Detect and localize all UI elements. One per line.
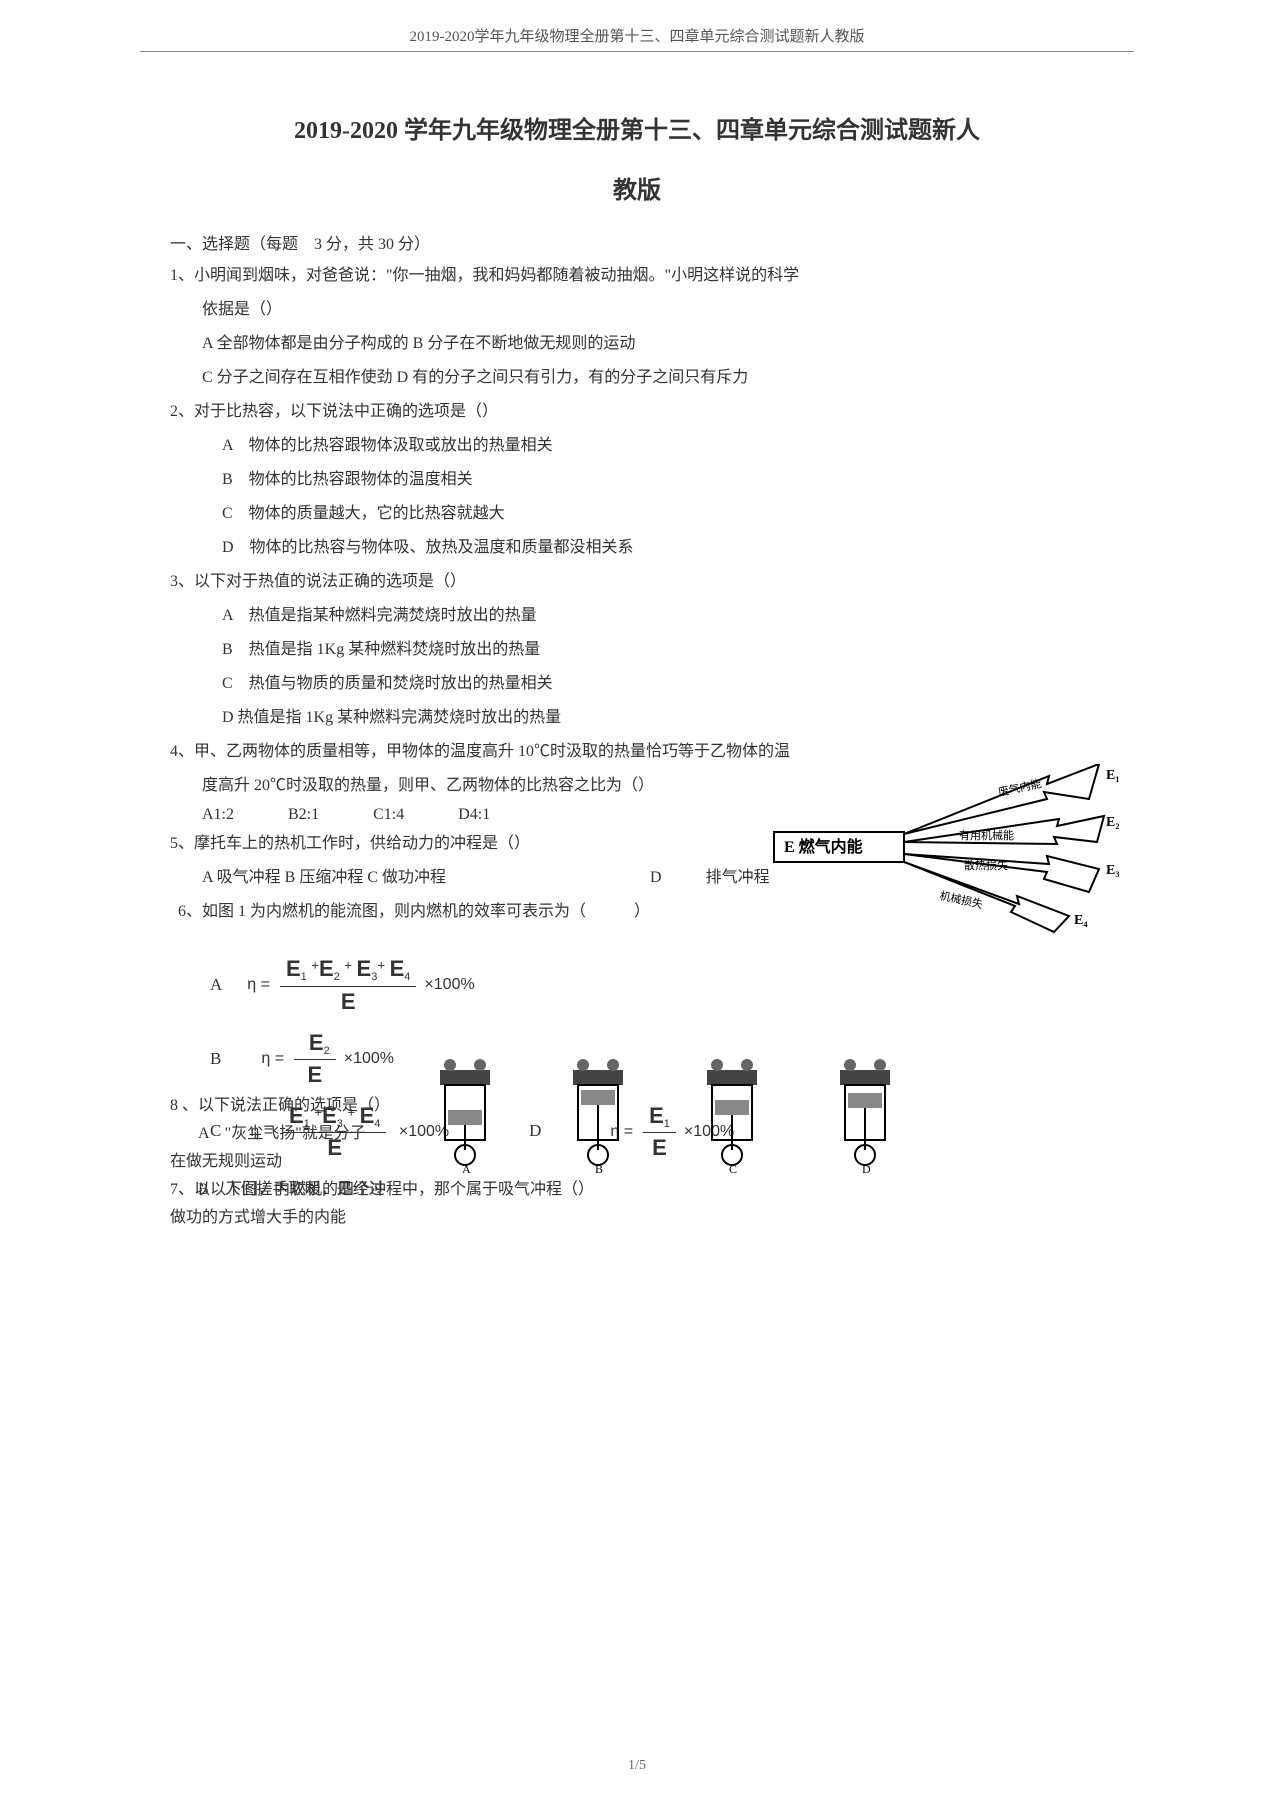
- q3-a: A 热值是指某种燃料完满焚烧时放出的热量: [222, 602, 1104, 630]
- q2-c: C 物体的质量越大，它的比热容就越大: [222, 500, 1104, 528]
- q5-a: A 吸气冲程 B 压缩冲程 C 做功冲程: [202, 869, 446, 886]
- q1-stem: 1、小明闻到烟味，对爸爸说："你一抽烟，我和妈妈都随着被动抽烟。"小明这样说的科…: [170, 262, 1104, 290]
- q8-b1: B 人们搓手取暖，是经过: [198, 1176, 420, 1204]
- q8-a1: A "灰尘飞扬"就是分子: [198, 1120, 420, 1148]
- doc-title-1: 2019-2020 学年九年级物理全册第十三、四章单元综合测试题新人: [170, 112, 1104, 150]
- q4-stem: 4、甲、乙两物体的质量相等，甲物体的温度高升 10℃时汲取的热量恰巧等于乙物体的…: [170, 738, 1104, 766]
- svg-text:B: B: [595, 1162, 603, 1175]
- q1-a: A 全部物体都是由分子构成的 B 分子在不断地做无规则的运动: [202, 330, 1104, 358]
- page-header: 2019-2020学年九年级物理全册第十三、四章单元综合测试题新人教版: [0, 0, 1274, 51]
- svg-text:E₂: E₂: [1106, 815, 1119, 830]
- q8-block: 8 、以下说法正确的选项是（） A "灰尘飞扬"就是分子 在做无规则运动 B 人…: [170, 1092, 420, 1232]
- svg-text:E₁: E₁: [1106, 768, 1119, 783]
- engine-diagrams: A B C D: [415, 1055, 915, 1205]
- q1-stem2: 依据是（）: [202, 296, 1104, 324]
- svg-text:散热损失: 散热损失: [964, 858, 1008, 872]
- svg-text:E₄: E₄: [1074, 913, 1088, 928]
- svg-text:废气内能: 废气内能: [997, 776, 1043, 799]
- q8-stem: 8 、以下说法正确的选项是（）: [170, 1092, 420, 1120]
- engine-b: B: [548, 1055, 648, 1175]
- engine-c: C: [682, 1055, 782, 1175]
- q5-d: D: [650, 869, 662, 886]
- section-header: 一、选择题（每题 3 分，共 30 分）: [170, 230, 1104, 254]
- doc-title-2: 教版: [170, 170, 1104, 205]
- q3-d: D 热值是指 1Kg 某种燃料完满焚烧时放出的热量: [222, 704, 1104, 732]
- q3-c: C 热值与物质的质量和焚烧时放出的热量相关: [222, 670, 1104, 698]
- formula-a: A η = E1 +E2 + E3+ E4 E ×100%: [210, 956, 1104, 1014]
- svg-text:E₃: E₃: [1106, 863, 1119, 878]
- formula-b-label: B: [210, 1049, 221, 1069]
- svg-text:A: A: [462, 1162, 471, 1175]
- svg-text:D: D: [862, 1162, 871, 1175]
- q5-d2: 排气冲程: [706, 869, 770, 886]
- q8-a2: 在做无规则运动: [170, 1148, 420, 1176]
- engine-d: D: [815, 1055, 915, 1175]
- q3-b: B 热值是指 1Kg 某种燃料焚烧时放出的热量: [222, 636, 1104, 664]
- page-number: 1/5: [628, 1758, 646, 1774]
- q2-a: A 物体的比热容跟物体汲取或放出的热量相关: [222, 432, 1104, 460]
- svg-text:E 燃气内能: E 燃气内能: [784, 837, 863, 856]
- q4-c: C1:4: [373, 806, 404, 823]
- header-divider: [140, 51, 1134, 52]
- q8-b2: 做功的方式增大手的内能: [170, 1204, 420, 1232]
- q3-stem: 3、以下对于热值的说法正确的选项是（）: [170, 568, 1104, 596]
- svg-text:C: C: [729, 1162, 737, 1175]
- engine-a: A: [415, 1055, 515, 1175]
- content-area: 2019-2020 学年九年级物理全册第十三、四章单元综合测试题新人 教版 一、…: [0, 112, 1274, 1204]
- formula-a-label: A: [210, 975, 222, 995]
- energy-flow-diagram: E 燃气内能 废气内能 E₁ 有用机械能 E₂ 散热损失 E₃ 机械损失 E₄: [769, 764, 1119, 934]
- q4-d: D4:1: [458, 806, 490, 823]
- q4-b: B2:1: [288, 806, 319, 823]
- svg-text:有用机械能: 有用机械能: [959, 828, 1014, 842]
- q1-b: C 分子之间存在互相作使劲 D 有的分子之间只有引力，有的分子之间只有斥力: [202, 364, 1104, 392]
- q4-a: A1:2: [202, 806, 234, 823]
- q2-b: B 物体的比热容跟物体的温度相关: [222, 466, 1104, 494]
- q2-stem: 2、对于比热容，以下说法中正确的选项是（）: [170, 398, 1104, 426]
- q2-d: D 物体的比热容与物体吸、放热及温度和质量都没相关系: [222, 534, 1104, 562]
